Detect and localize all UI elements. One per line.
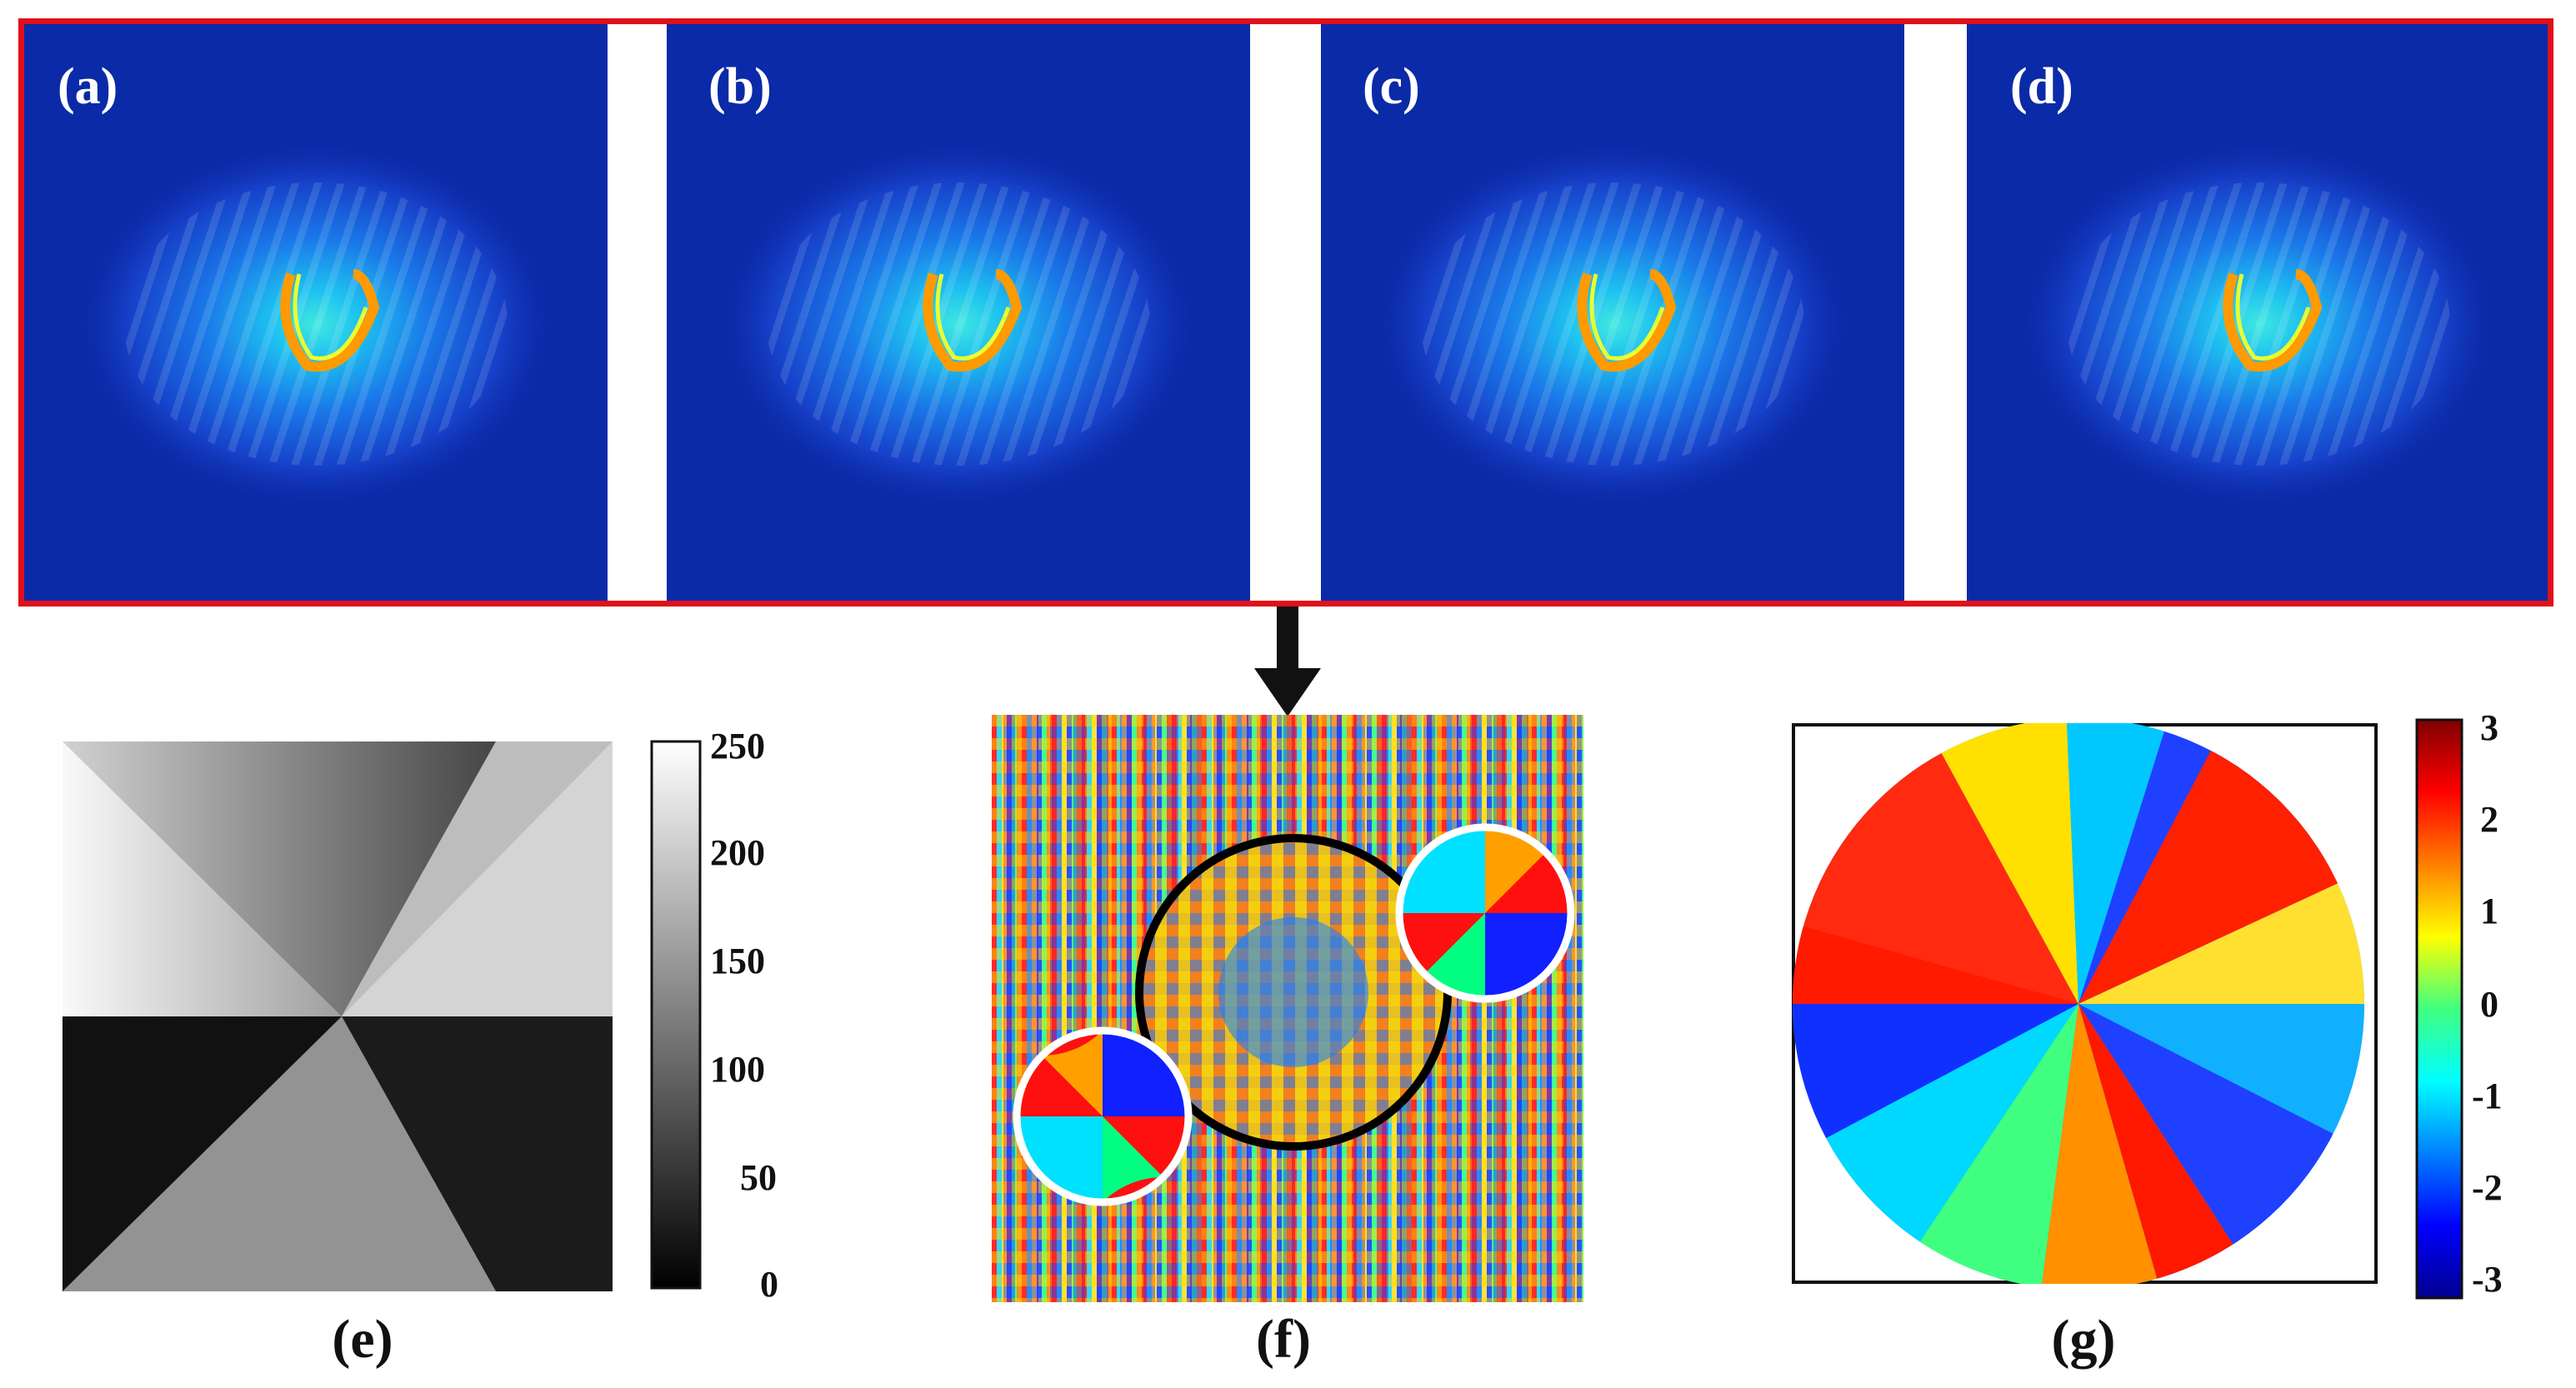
spectrum-panel-b: (b) — [667, 24, 1250, 601]
panel-e-colorbar-ticks: 250 200 150 100 50 0 — [710, 725, 810, 1308]
tick-minus-3: -3 — [2472, 1259, 2503, 1300]
spectrum-panel-a: (a) — [24, 24, 608, 601]
tick-minus-1: -1 — [2472, 1076, 2503, 1116]
tick-250: 250 — [710, 726, 765, 766]
tick-3: 3 — [2480, 707, 2498, 748]
vortex-circle-lower — [1013, 1026, 1193, 1206]
tick-2: 2 — [2480, 799, 2498, 840]
tick-200: 200 — [710, 832, 765, 873]
tick-100: 100 — [710, 1049, 765, 1090]
spectrum-panel-d: (d) — [1967, 24, 2548, 601]
top-row-frame — [18, 18, 2553, 607]
panel-f-fourier-plane — [992, 715, 1583, 1302]
tick-50: 50 — [740, 1157, 777, 1198]
panel-e-colorbar — [650, 740, 702, 1290]
tick-0: 0 — [760, 1264, 778, 1305]
caption-e: (e) — [332, 1309, 393, 1370]
panel-label-b: (b) — [708, 58, 772, 115]
panel-g-colorbar-ticks: 3 2 1 0 -1 -2 -3 — [2472, 706, 2563, 1306]
tick-150: 150 — [710, 941, 765, 981]
caption-f: (f) — [1256, 1309, 1311, 1370]
panel-label-a: (a) — [58, 58, 118, 115]
caption-g: (g) — [2051, 1309, 2116, 1370]
panel-label-d: (d) — [2010, 58, 2073, 115]
vortex-circle-upper — [1395, 823, 1575, 1003]
panel-e-phase-mask — [63, 741, 613, 1291]
panel-g-recovered-phase — [1792, 723, 2378, 1284]
panel-g-colorbar — [2415, 718, 2463, 1300]
spectrum-panel-c: (c) — [1321, 24, 1904, 601]
down-arrow-icon — [1254, 607, 1321, 716]
panel-label-c: (c) — [1363, 58, 1420, 115]
tick-0-g: 0 — [2480, 984, 2498, 1025]
tick-1: 1 — [2480, 891, 2498, 931]
tick-minus-2: -2 — [2472, 1167, 2503, 1208]
